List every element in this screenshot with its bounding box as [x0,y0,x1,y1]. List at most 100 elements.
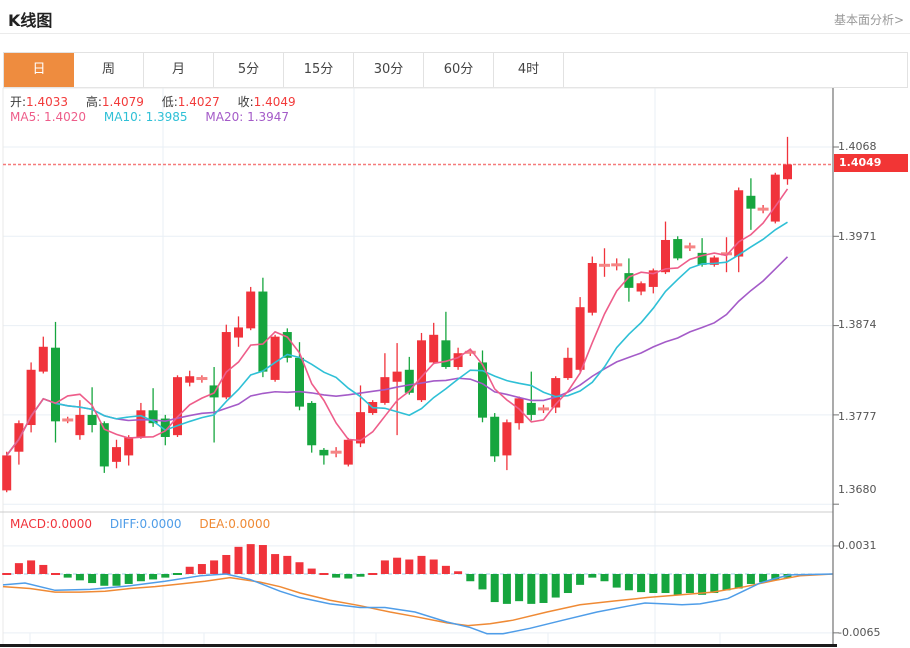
high-label: 高: [86,95,102,109]
candle [588,263,597,313]
macd-bar [161,574,169,578]
candle [344,440,353,465]
high-value: 高:1.4079 [86,95,144,109]
axis-tick-label: 1.3680 [838,483,877,497]
macd-bar [540,574,548,603]
candle [39,347,48,372]
macd-value: MACD:0.0000 [10,517,92,531]
candle [515,398,524,423]
candle [637,283,646,291]
macd-bar [442,566,450,574]
macd-bar [2,573,11,575]
macd-bar [637,574,645,592]
macd-bar [64,574,72,578]
macd-bar [88,574,96,583]
macd-bar [259,545,267,574]
ma20-legend: MA20: 1.3947 [205,110,289,124]
open-label: 开: [10,95,26,109]
candle [2,455,11,490]
macd-bar [186,567,194,574]
macd-bar [357,574,365,577]
axis-tick-label: 1.4068 [838,140,877,154]
macd-bar [27,560,35,574]
ma5-legend: MA5: 1.4020 [10,110,86,124]
macd-bar [100,574,108,586]
diff-value: DIFF:0.0000 [110,517,182,531]
macd-bar [247,544,255,574]
macd-bar [173,573,182,575]
macd-bar [723,574,731,590]
macd-bar [113,574,121,586]
macd-bar [479,574,487,589]
macd-bar [332,574,340,578]
macd-bar [698,574,706,595]
macd-bar [76,574,84,580]
macd-bar [15,563,23,574]
macd-bar [39,565,47,574]
macd-bar [613,574,621,588]
candle-doji [62,418,73,421]
candle [307,403,316,445]
candle [576,307,585,370]
macd-bar [283,556,291,574]
macd-bar [271,554,279,574]
candle-doji [331,451,342,454]
axis-tick-label: 1.3874 [838,318,877,332]
candle [295,358,304,407]
candle [246,292,255,329]
macd-bar [344,574,352,579]
low-label: 低: [162,95,178,109]
macd-legend: MACD:0.0000 DIFF:0.0000 DEA:0.0000 [10,517,284,531]
macd-bar [454,571,462,574]
candle-doji [196,377,207,380]
candle [319,450,328,456]
macd-bar [491,574,499,602]
dea-value: DEA:0.0000 [199,517,270,531]
macd-bar [319,573,328,575]
macd-bar [308,569,316,574]
macd-bar [125,574,133,584]
macd-bar [735,574,743,588]
candle [563,358,572,378]
macd-bar [149,574,157,579]
macd-bar [527,574,535,604]
axis-tick-label: 0.0031 [838,539,877,553]
candle [75,415,84,435]
macd-bar [381,560,389,574]
bottom-border [0,644,837,647]
macd-bar [296,562,304,574]
macd-bar [686,574,694,593]
candle-doji [538,407,549,410]
candle [771,175,780,222]
candle [673,239,682,258]
candle [112,447,121,462]
candle [51,348,60,422]
macd-bar [625,574,633,590]
ma10-legend: MA10: 1.3985 [104,110,188,124]
grid [0,88,833,644]
candle-doji [684,245,695,248]
candle-doji [599,264,610,267]
macd-bar [503,574,511,604]
candle [490,417,499,457]
macd-bar [588,574,596,578]
candle [88,415,97,425]
kline-widget: K线图 基本面分析> 日周月5分15分30分60分4时 开:1.4033 高:1… [0,0,910,648]
close-value: 收:1.4049 [238,95,296,109]
macd-bar [430,560,438,574]
macd-bar [601,574,609,581]
macd-bar [418,556,426,574]
macd-bar [747,574,755,584]
macd-bar [393,558,401,574]
macd-bar [710,574,718,593]
macd-bar [515,574,523,601]
candle [185,376,194,382]
close-label: 收: [238,95,254,109]
candle [527,403,536,415]
macd-bar [662,574,670,593]
macd-bar [405,560,413,574]
candle [136,410,145,437]
candle [14,423,23,452]
macd-bar [137,574,145,581]
macd-bar [564,574,572,593]
